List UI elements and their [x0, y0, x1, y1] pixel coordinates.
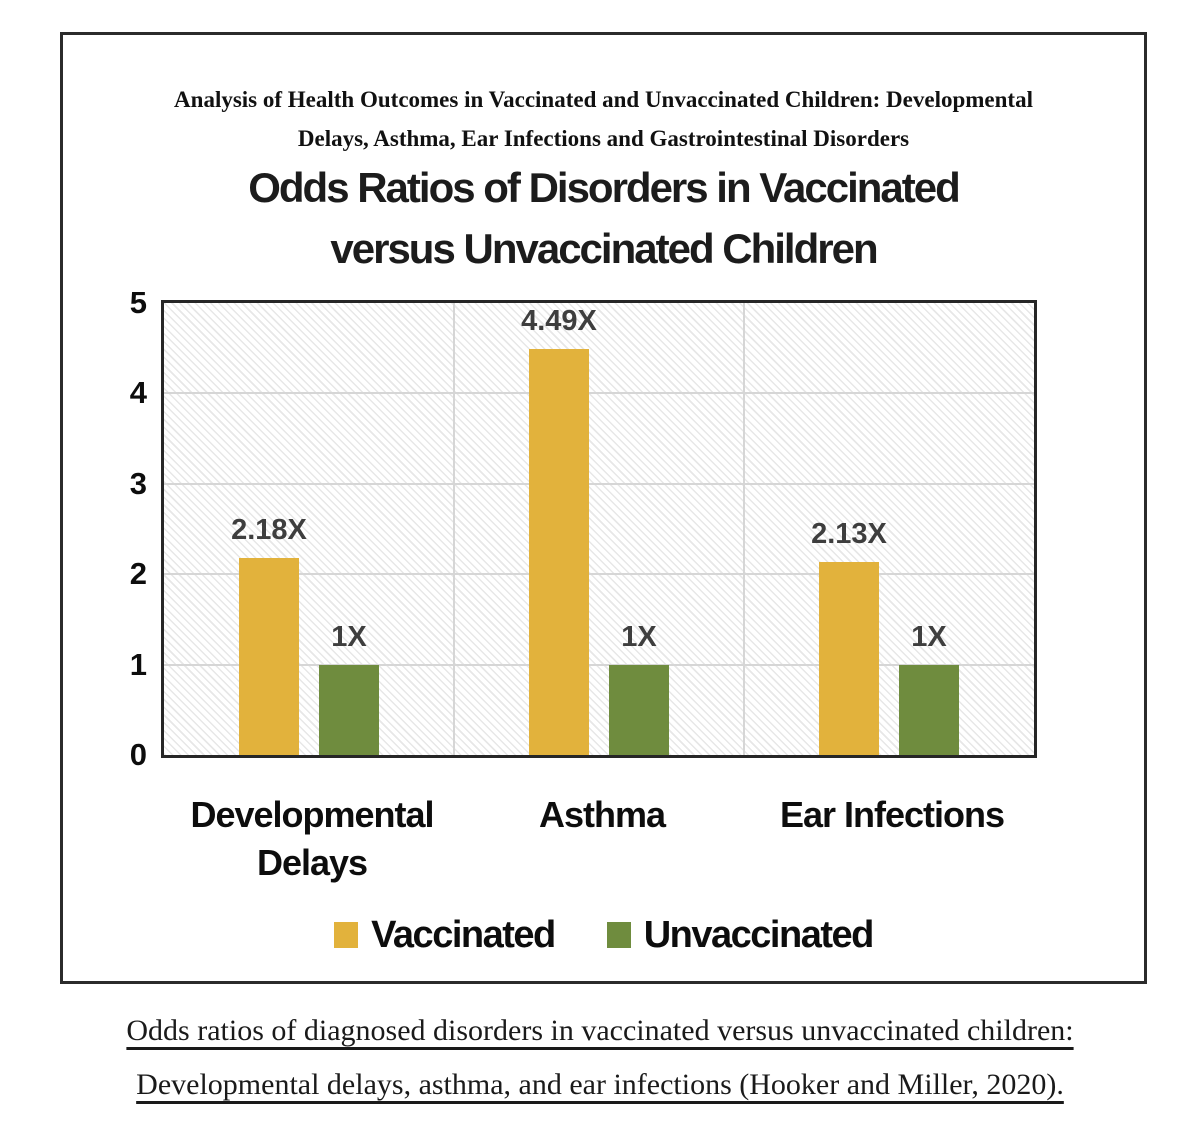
- chart-title: Odds Ratios of Disorders in Vaccinated v…: [63, 157, 1144, 279]
- y-axis-tick-label: 0: [129, 737, 147, 772]
- caption-line-1[interactable]: Odds ratios of diagnosed disorders in va…: [126, 1014, 1074, 1047]
- bar-value-label: 1X: [331, 620, 367, 653]
- bar-vaccinated: [819, 562, 879, 755]
- figure-header-line-1: Analysis of Health Outcomes in Vaccinate…: [174, 87, 1033, 112]
- figure-header: Analysis of Health Outcomes in Vaccinate…: [63, 80, 1144, 158]
- legend-label-vaccinated: Vaccinated: [371, 913, 556, 956]
- legend-item-vaccinated: Vaccinated: [334, 913, 556, 957]
- chart-title-line-1: Odds Ratios of Disorders in Vaccinated: [248, 164, 961, 211]
- bar-value-label: 1X: [621, 620, 657, 653]
- gridline-vertical: [743, 303, 745, 755]
- unvaccinated-swatch-icon: [606, 922, 631, 948]
- y-axis-tick-label: 3: [129, 465, 147, 501]
- y-axis-tick-label: 4: [129, 375, 147, 411]
- bar-value-label: 2.13X: [811, 518, 887, 551]
- legend-item-unvaccinated: Unvaccinated: [606, 913, 875, 957]
- caption-line-2[interactable]: Developmental delays, asthma, and ear in…: [136, 1068, 1064, 1101]
- gridline-horizontal: [164, 482, 1034, 485]
- figure-inner: Analysis of Health Outcomes in Vaccinate…: [63, 35, 1144, 981]
- x-axis-category-label: Ear Infections: [779, 794, 1005, 835]
- gridline-horizontal: [164, 573, 1034, 576]
- bar-vaccinated: [239, 557, 299, 755]
- bar-value-label: 4.49X: [521, 305, 597, 338]
- bar-value-label: 2.18X: [231, 513, 307, 546]
- y-axis-tick-label: 1: [129, 646, 147, 682]
- y-axis-tick-label: 5: [129, 285, 147, 320]
- vaccinated-swatch-icon: [334, 922, 359, 948]
- bar-unvaccinated: [899, 664, 959, 755]
- bar-value-label: 1X: [911, 620, 947, 653]
- figure-panel: Analysis of Health Outcomes in Vaccinate…: [60, 32, 1147, 984]
- legend-label-unvaccinated: Unvaccinated: [643, 913, 875, 956]
- bar-chart-plot-area: [161, 300, 1037, 758]
- bar-vaccinated: [529, 349, 589, 755]
- bar-unvaccinated: [319, 664, 379, 755]
- gridline-horizontal: [164, 663, 1034, 666]
- x-axis-category-label: Asthma: [538, 794, 666, 835]
- gridline-horizontal: [164, 392, 1034, 395]
- x-axis-category-label: Developmental Delays: [190, 794, 434, 883]
- y-axis-tick-label: 2: [129, 556, 147, 592]
- chart-title-line-2: versus Unvaccinated Children: [330, 225, 878, 272]
- bar-unvaccinated: [609, 664, 669, 755]
- chart-legend: Vaccinated Unvaccinated: [63, 907, 1144, 963]
- figure-header-line-2: Delays, Asthma, Ear Infections and Gastr…: [297, 126, 910, 151]
- gridline-vertical: [453, 303, 455, 755]
- figure-caption-link[interactable]: Odds ratios of diagnosed disorders in va…: [0, 1004, 1200, 1112]
